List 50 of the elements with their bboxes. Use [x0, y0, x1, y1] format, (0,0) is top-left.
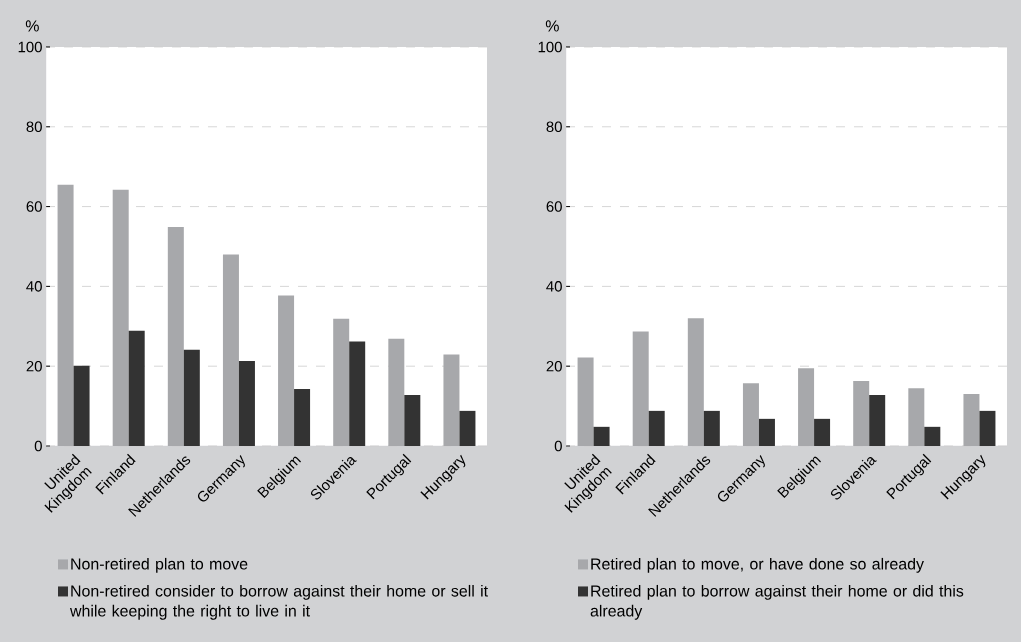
y-tick-label: 40: [26, 281, 42, 292]
bar: [238, 361, 255, 446]
bar: [167, 226, 184, 446]
bar: [979, 410, 996, 446]
y-tick-label: 0: [34, 440, 42, 452]
y-tick-label: 100: [538, 41, 562, 53]
bar: [112, 189, 129, 446]
bar: [758, 418, 775, 446]
legend-label: Retired plan to move, or have done so already: [591, 557, 924, 573]
bar: [593, 426, 610, 446]
bar: [853, 380, 870, 446]
bar: [333, 318, 350, 446]
bar: [924, 426, 941, 446]
y-tick-label: 20: [26, 360, 42, 372]
bar: [349, 341, 366, 446]
bar: [128, 330, 145, 446]
legend-label: Non-retired consider to borrow against their home or sell it while keeping the right to live in it: [70, 584, 488, 620]
bar: [703, 410, 720, 446]
y-axis-title: %: [545, 20, 559, 32]
bar: [294, 388, 311, 446]
bar: [459, 410, 476, 446]
y-tick-label: 60: [26, 201, 42, 212]
y-tick-label: 80: [26, 121, 42, 133]
bar: [278, 295, 295, 446]
bar: [73, 365, 90, 446]
bar: [183, 349, 200, 446]
bar: [742, 383, 759, 446]
y-tick-label: 40: [546, 281, 562, 292]
y-tick-label: 80: [546, 121, 562, 133]
bar: [57, 184, 74, 446]
y-axis-title: %: [25, 20, 39, 32]
bar: [648, 410, 665, 446]
bar: [963, 394, 980, 446]
y-tick-label: 60: [546, 201, 562, 212]
y-tick-label: 0: [554, 440, 562, 452]
bar: [869, 394, 886, 446]
bar: [798, 368, 815, 446]
bar: [632, 331, 649, 446]
bar: [404, 394, 421, 446]
bar: [388, 338, 405, 446]
bar: [908, 388, 925, 446]
bar: [222, 254, 239, 446]
bar: [814, 418, 831, 446]
legend-label: Non-retired plan to move: [71, 557, 248, 573]
bar: [443, 354, 460, 446]
bar: [687, 318, 704, 446]
y-tick-label: 20: [546, 360, 562, 372]
legend-label: Retired plan to borrow against their home or did this already: [590, 584, 964, 620]
bar: [577, 357, 594, 446]
y-tick-label: 100: [18, 41, 42, 53]
